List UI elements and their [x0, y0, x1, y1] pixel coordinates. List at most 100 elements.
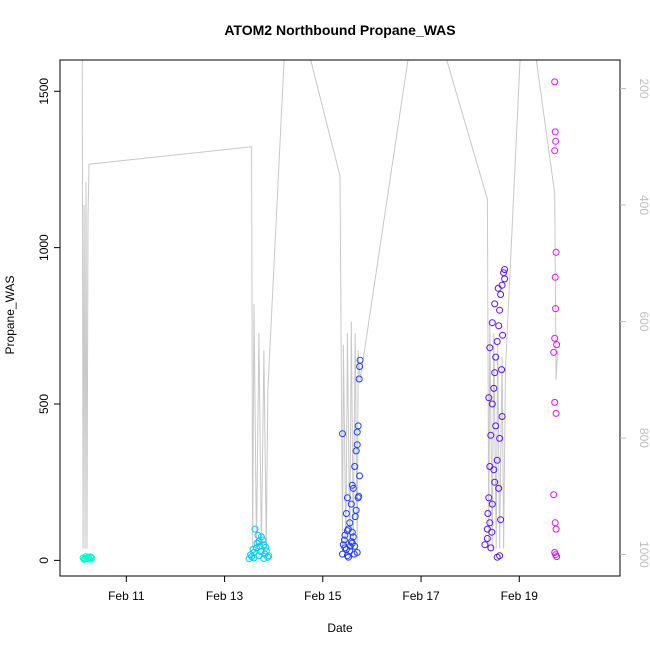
data-point [496, 434, 504, 442]
data-point [346, 542, 354, 550]
data-point [488, 500, 496, 508]
x-tick-label: Feb 11 [108, 589, 145, 603]
data-point [353, 441, 361, 449]
data-point [553, 341, 561, 349]
data-point [497, 291, 505, 298]
data-point [481, 541, 489, 549]
data-point [490, 384, 498, 392]
data-point [350, 550, 358, 558]
data-point [550, 348, 558, 356]
secondary-series-line [81, 60, 559, 549]
y2-tick-label: 1000 [637, 541, 650, 568]
data-point [491, 300, 499, 308]
data-point [339, 430, 346, 438]
x-axis: Feb 11 Feb 13 Feb 15 Feb 17 Feb 19 [108, 576, 538, 603]
chart-title: ATOM2 Northbound Propane_WAS [224, 22, 455, 38]
data-point [487, 544, 495, 552]
data-point [354, 422, 362, 430]
x-tick-label: Feb 13 [206, 589, 244, 603]
y-tick-label: 1500 [37, 78, 51, 105]
data-point [550, 491, 558, 499]
y-tick-label: 500 [37, 394, 51, 414]
x-axis-label: Date [327, 621, 353, 635]
data-point [495, 484, 503, 492]
y-axis: 0 500 1000 1500 [37, 78, 60, 564]
data-point [551, 519, 559, 527]
points-layer [79, 78, 561, 563]
data-point [486, 344, 494, 352]
data-point [551, 334, 559, 342]
y2-tick-label: 800 [637, 428, 650, 448]
data-point [488, 319, 496, 327]
data-point [484, 510, 492, 517]
data-point [551, 128, 559, 136]
y-axis-label: Propane_WAS [3, 276, 17, 355]
data-point [346, 519, 354, 527]
data-point [552, 305, 560, 313]
data-point [488, 400, 496, 408]
data-point [491, 478, 499, 486]
data-point [253, 544, 260, 552]
data-point [552, 248, 560, 256]
data-point [498, 281, 506, 289]
data-point [495, 322, 503, 330]
data-point [501, 266, 509, 273]
data-point [551, 398, 559, 406]
data-point [492, 422, 500, 430]
data-point [253, 539, 261, 547]
data-point [552, 137, 560, 145]
data-point [340, 536, 348, 544]
data-point [496, 306, 504, 314]
data-point [356, 472, 364, 480]
data-point [347, 500, 355, 508]
data-point [344, 553, 352, 561]
data-point [259, 536, 267, 544]
data-point [353, 428, 361, 436]
data-point [355, 492, 363, 500]
data-point [553, 553, 561, 561]
data-point [348, 481, 356, 489]
data-point [551, 273, 559, 281]
data-point [351, 463, 359, 470]
y2-tick-label: 200 [637, 79, 650, 99]
data-point [85, 554, 92, 562]
data-point [349, 484, 357, 492]
data-point [342, 510, 350, 517]
data-point [551, 78, 559, 86]
data-point [501, 275, 509, 283]
data-point [487, 431, 495, 439]
data-point [551, 147, 559, 155]
x-tick-label: Feb 17 [402, 589, 440, 603]
data-point [348, 528, 356, 536]
data-point [498, 366, 506, 374]
data-point [257, 548, 265, 556]
data-point [488, 528, 496, 536]
data-point [483, 535, 491, 542]
data-point [552, 409, 560, 417]
y-tick-label: 0 [37, 557, 51, 564]
data-point [498, 413, 506, 420]
x-tick-label: Feb 15 [304, 589, 342, 603]
data-point [262, 543, 270, 551]
data-point [355, 375, 363, 383]
secondary-y-axis: 200 400 600 800 1000 [620, 79, 650, 568]
data-point [339, 550, 346, 558]
data-point [356, 356, 364, 364]
data-point [490, 466, 498, 474]
y2-tick-label: 400 [637, 195, 650, 215]
data-point [251, 525, 259, 533]
data-point [347, 538, 355, 546]
data-point [485, 494, 493, 502]
data-point [351, 513, 359, 521]
data-point [486, 519, 494, 527]
data-point [254, 531, 262, 539]
data-point [492, 353, 500, 361]
secondary-line-layer [81, 60, 559, 549]
data-point [493, 338, 501, 345]
data-point [496, 552, 504, 560]
plot-frame [59, 59, 621, 577]
data-point [494, 284, 502, 292]
data-point [82, 555, 89, 562]
data-point [260, 555, 268, 562]
